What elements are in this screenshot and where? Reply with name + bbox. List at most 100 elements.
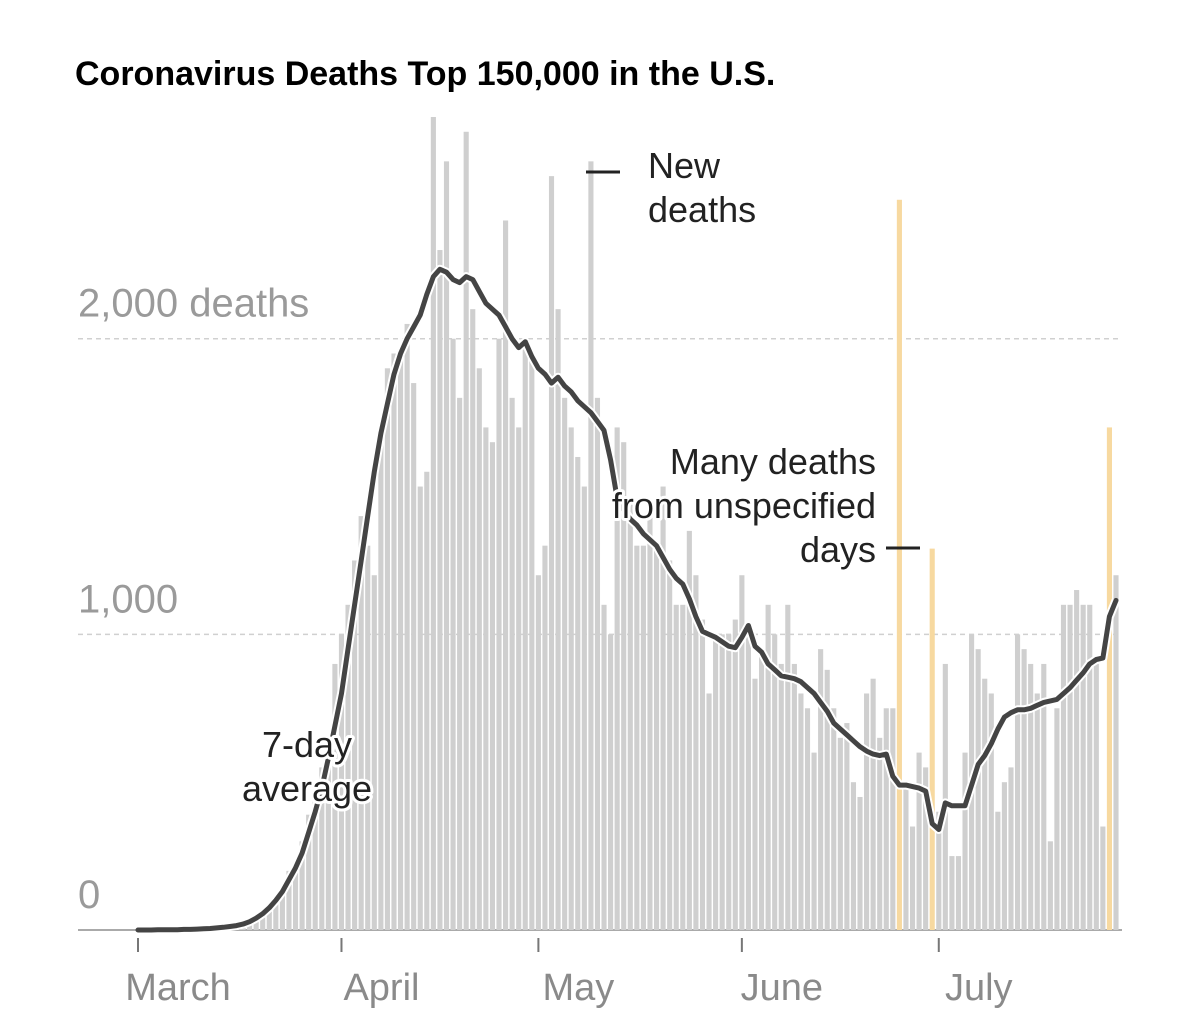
- bar: [424, 471, 430, 930]
- bar: [942, 663, 948, 930]
- lines: [135, 264, 1121, 935]
- bar: [627, 501, 633, 930]
- bar: [1074, 590, 1080, 930]
- bar: [489, 442, 496, 930]
- bar: [982, 678, 988, 930]
- bar: [365, 545, 371, 930]
- bar: [279, 888, 285, 930]
- bar: [345, 604, 351, 930]
- bar: [896, 199, 902, 930]
- bar: [877, 737, 883, 930]
- x-tick-label: May: [542, 967, 614, 1009]
- bar: [352, 560, 358, 930]
- bar: [411, 383, 417, 930]
- bar: [548, 176, 555, 931]
- bar: [1047, 841, 1053, 930]
- y-tick-label: 2,000 deaths: [78, 282, 309, 326]
- bar: [299, 841, 305, 930]
- bar: [332, 663, 338, 930]
- bar: [647, 516, 653, 930]
- bar: [286, 870, 292, 930]
- chart-title: Coronavirus Deaths Top 150,000 in the U.…: [75, 55, 775, 93]
- bar: [903, 782, 909, 930]
- bar: [864, 693, 870, 930]
- bar: [292, 862, 299, 930]
- bar: [818, 649, 824, 930]
- bar: [699, 619, 706, 930]
- bar: [470, 309, 476, 930]
- bar: [608, 634, 614, 930]
- bar: [752, 678, 758, 930]
- bar: [883, 708, 889, 930]
- bar: [1067, 604, 1073, 930]
- bar: [516, 427, 522, 930]
- bar: [719, 634, 725, 930]
- bar: [260, 912, 266, 930]
- bar: [476, 368, 482, 931]
- bar: [1001, 782, 1007, 930]
- bar: [667, 560, 673, 930]
- bar: [713, 634, 719, 930]
- annotation: from unspecified: [612, 485, 876, 526]
- bar: [509, 397, 515, 930]
- bar: [1034, 693, 1040, 930]
- bar: [568, 427, 574, 930]
- annotation: 7-day: [262, 724, 352, 765]
- bar: [745, 634, 751, 930]
- labels: 0 1,000 2,000 deaths March April May June July N…: [75, 142, 1013, 1009]
- bar: [988, 693, 994, 930]
- bar: [1060, 604, 1067, 930]
- bar: [437, 250, 443, 930]
- bar: [430, 117, 436, 930]
- bar: [358, 516, 364, 930]
- bar: [686, 530, 692, 930]
- bar: [916, 752, 922, 930]
- bar: [266, 906, 272, 930]
- bar: [791, 663, 797, 930]
- x-tick-label: July: [945, 967, 1013, 1009]
- bar: [824, 669, 830, 930]
- bar: [660, 486, 666, 930]
- bar: [417, 486, 423, 930]
- bar: [273, 897, 279, 930]
- bar: [693, 575, 699, 930]
- bar: [575, 456, 581, 930]
- bar: [640, 545, 646, 930]
- bar: [391, 353, 397, 930]
- bar: [601, 604, 607, 930]
- bar: [496, 338, 502, 930]
- bar: [404, 323, 410, 931]
- bar: [1041, 663, 1047, 930]
- bar: [555, 309, 561, 930]
- bar: [594, 397, 601, 930]
- bar: [522, 338, 528, 930]
- bar: [338, 634, 345, 930]
- bar: [778, 663, 784, 930]
- x-tick-label: April: [343, 967, 419, 1009]
- bar: [929, 548, 935, 930]
- bar: [529, 353, 535, 930]
- bar: [798, 693, 804, 930]
- bar: [483, 427, 489, 930]
- annotation: days: [800, 529, 876, 570]
- bar: [955, 856, 962, 930]
- bar: [758, 649, 765, 930]
- bar: [450, 338, 456, 930]
- bar: [837, 737, 843, 930]
- bar: [975, 649, 981, 930]
- bar: [726, 634, 732, 930]
- bar: [653, 545, 660, 930]
- bar: [457, 397, 463, 930]
- bar: [1014, 634, 1021, 930]
- bar: [995, 811, 1001, 930]
- bar: [634, 545, 640, 930]
- bar: [923, 767, 929, 930]
- bar: [804, 708, 811, 930]
- bar: [1106, 427, 1112, 930]
- bar: [811, 752, 817, 930]
- bar: [962, 752, 968, 930]
- bar: [621, 442, 627, 930]
- bar: [949, 856, 955, 930]
- bar: [1100, 826, 1106, 930]
